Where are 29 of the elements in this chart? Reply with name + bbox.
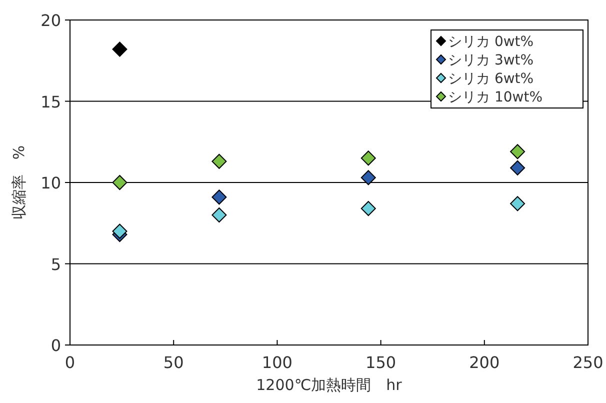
point xyxy=(510,144,526,160)
point xyxy=(510,160,526,176)
y-tick-label: 10 xyxy=(40,174,61,192)
point xyxy=(360,170,376,186)
x-tick-label: 200 xyxy=(469,353,500,372)
x-axis-title: 1200℃加熱時間 hr xyxy=(256,376,403,394)
point xyxy=(360,150,376,166)
y-tick-label: 20 xyxy=(40,11,61,30)
x-tick-label: 0 xyxy=(64,353,76,372)
point xyxy=(212,190,227,205)
legend-label: シリカ 10wt% xyxy=(448,90,543,106)
legend-label: シリカ 6wt% xyxy=(448,71,534,87)
x-tick-label: 50 xyxy=(163,353,184,372)
x-tick-label: 150 xyxy=(366,353,396,372)
y-tick-label: 0 xyxy=(50,336,61,355)
point xyxy=(112,175,128,190)
point xyxy=(212,154,227,169)
point xyxy=(212,208,227,222)
point xyxy=(510,196,526,212)
y-tick-label: 15 xyxy=(40,92,61,112)
point xyxy=(360,201,376,216)
y-axis-title: 収縮率 % xyxy=(10,145,28,220)
legend-label: シリカ 0wt% xyxy=(448,34,534,50)
y-tick-label: 5 xyxy=(50,254,61,274)
x-tick-label: 100 xyxy=(262,353,292,372)
legend-label: シリカ 3wt% xyxy=(448,52,534,68)
x-tick-label: 250 xyxy=(572,353,604,372)
point xyxy=(112,42,128,57)
point xyxy=(112,224,128,239)
